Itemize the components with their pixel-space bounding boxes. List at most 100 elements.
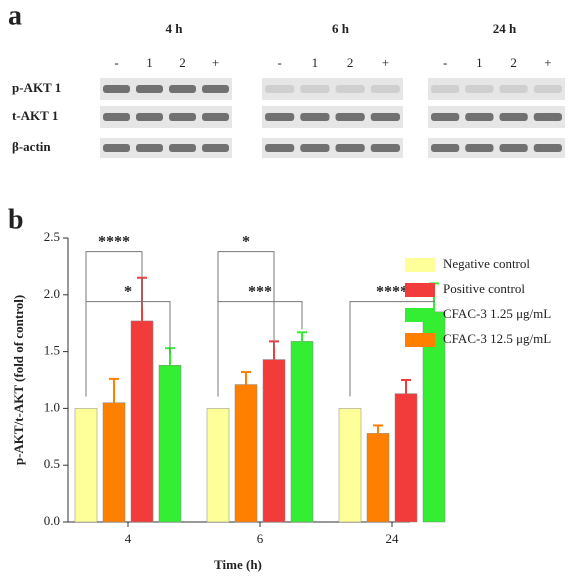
lane-label: - (277, 55, 281, 70)
blot-background (262, 78, 403, 100)
legend-swatch (405, 308, 435, 322)
blot-band (265, 113, 295, 121)
x-tick-label: 6 (257, 531, 264, 546)
bar (338, 408, 362, 523)
blot-band (136, 113, 163, 121)
blot-row-label: p-AKT 1 (12, 80, 61, 95)
blot-background (100, 106, 232, 128)
panel-label: b (8, 204, 24, 235)
significance-label: **** (98, 233, 130, 250)
bar (234, 384, 258, 523)
blot-background (262, 106, 403, 128)
y-tick-label: 1.5 (44, 343, 60, 358)
bar (366, 433, 390, 523)
bar (158, 364, 182, 523)
blot-band (136, 85, 163, 93)
blot-band (465, 85, 494, 93)
time-label: 24 h (493, 21, 517, 36)
lane-label: 2 (179, 55, 186, 70)
blot-band (202, 113, 229, 121)
blot-band (370, 113, 400, 121)
x-tick-label: 4 (125, 531, 132, 546)
significance-label: * (242, 233, 250, 250)
bar (262, 359, 286, 523)
blot-band (202, 85, 229, 93)
blot-band (103, 113, 130, 121)
lane-label: 1 (476, 55, 483, 70)
lane-label: 1 (146, 55, 153, 70)
lane-label: - (114, 55, 118, 70)
legend-label: CFAC-3 1.25 μg/mL (443, 306, 551, 321)
blot-band (202, 144, 229, 152)
blot-band (370, 85, 400, 93)
bar (130, 320, 154, 523)
blot-background (428, 78, 565, 100)
blot-background (428, 106, 565, 128)
blot-band (265, 144, 295, 152)
blot-background (100, 78, 232, 100)
lane-label: 2 (510, 55, 517, 70)
lane-label: 2 (347, 55, 354, 70)
blot-band (370, 144, 400, 152)
legend-swatch (405, 258, 435, 272)
legend-label: Negative control (443, 256, 530, 271)
significance-bracket (85, 301, 171, 397)
blot-band (431, 113, 460, 121)
bar (394, 393, 418, 523)
y-tick-label: 1.0 (44, 399, 60, 414)
panel-label: a (8, 0, 22, 31)
blot-band (335, 113, 365, 121)
blot-band (169, 113, 196, 121)
lane-label: + (212, 55, 219, 70)
blot-band (431, 85, 460, 93)
significance-label: * (124, 283, 132, 300)
lane-label: + (382, 55, 389, 70)
y-tick-label: 2.0 (44, 286, 60, 301)
blot-row-label: t-AKT 1 (12, 108, 58, 123)
blot-band (136, 144, 163, 152)
lane-label: - (443, 55, 447, 70)
lane-label: 1 (312, 55, 319, 70)
bar (74, 408, 98, 523)
y-tick-label: 0.5 (44, 456, 60, 471)
blot-band (300, 113, 330, 121)
y-tick-label: 2.5 (44, 229, 60, 244)
blot-band (265, 85, 295, 93)
blot-band (465, 113, 494, 121)
blot-background (262, 138, 403, 158)
bar (290, 341, 314, 523)
blot-band (103, 85, 130, 93)
legend-label: Positive control (443, 281, 525, 296)
blot-band (533, 144, 562, 152)
blot-band (533, 113, 562, 121)
blot-band (431, 144, 460, 152)
blot-band (335, 85, 365, 93)
blot-band (335, 144, 365, 152)
blot-band (300, 144, 330, 152)
blot-background (100, 138, 232, 158)
significance-bracket (85, 251, 143, 397)
blot-band (169, 144, 196, 152)
blot-band (465, 144, 494, 152)
blot-band (499, 85, 528, 93)
blot-row-label: β-actin (12, 139, 51, 154)
time-label: 6 h (332, 21, 350, 36)
significance-bracket (217, 301, 303, 397)
time-label: 4 h (166, 21, 184, 36)
blot-band (533, 85, 562, 93)
lane-label: + (544, 55, 551, 70)
y-tick-label: 0.0 (44, 513, 60, 528)
blot-band (300, 85, 330, 93)
blot-band (499, 144, 528, 152)
x-tick-label: 24 (386, 531, 400, 546)
legend-label: CFAC-3 12.5 μg/mL (443, 331, 551, 346)
significance-label: **** (376, 283, 408, 300)
significance-bracket (349, 299, 435, 397)
y-axis-title: p-AKT/t-AKT (fold of control) (11, 295, 26, 465)
bar (102, 402, 126, 523)
blot-band (169, 85, 196, 93)
significance-bracket (217, 251, 275, 397)
x-axis-title: Time (h) (214, 557, 262, 572)
